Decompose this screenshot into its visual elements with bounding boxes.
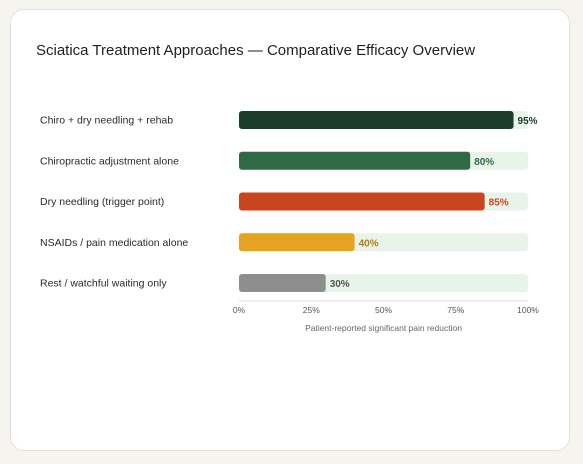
x-axis-title: Patient-reported significant pain reduct… xyxy=(305,323,462,333)
bar xyxy=(239,192,485,211)
chart-title: Sciatica Treatment Approaches — Comparat… xyxy=(36,42,476,59)
data-label: 95% xyxy=(518,116,538,127)
data-label: 30% xyxy=(330,279,350,290)
chart-card xyxy=(10,9,570,451)
category-label: Rest / watchful waiting only xyxy=(40,278,167,290)
x-tick-label: 100% xyxy=(517,305,539,315)
x-tick-label: 75% xyxy=(447,305,464,315)
category-label: Dry needling (trigger point) xyxy=(40,196,164,208)
bar xyxy=(239,233,355,252)
bar xyxy=(239,111,514,129)
bar xyxy=(239,151,471,170)
data-label: 85% xyxy=(489,198,509,209)
category-label: Chiro + dry needling + rehab xyxy=(40,115,173,127)
x-tick-label: 50% xyxy=(375,305,392,315)
data-label: 80% xyxy=(474,157,494,168)
bar xyxy=(239,274,326,292)
x-tick-label: 25% xyxy=(303,305,320,315)
category-label: Chiropractic adjustment alone xyxy=(40,155,179,167)
data-label: 40% xyxy=(359,238,379,249)
x-tick-label: 0% xyxy=(233,305,246,315)
category-label: NSAIDs / pain medication alone xyxy=(40,237,188,249)
